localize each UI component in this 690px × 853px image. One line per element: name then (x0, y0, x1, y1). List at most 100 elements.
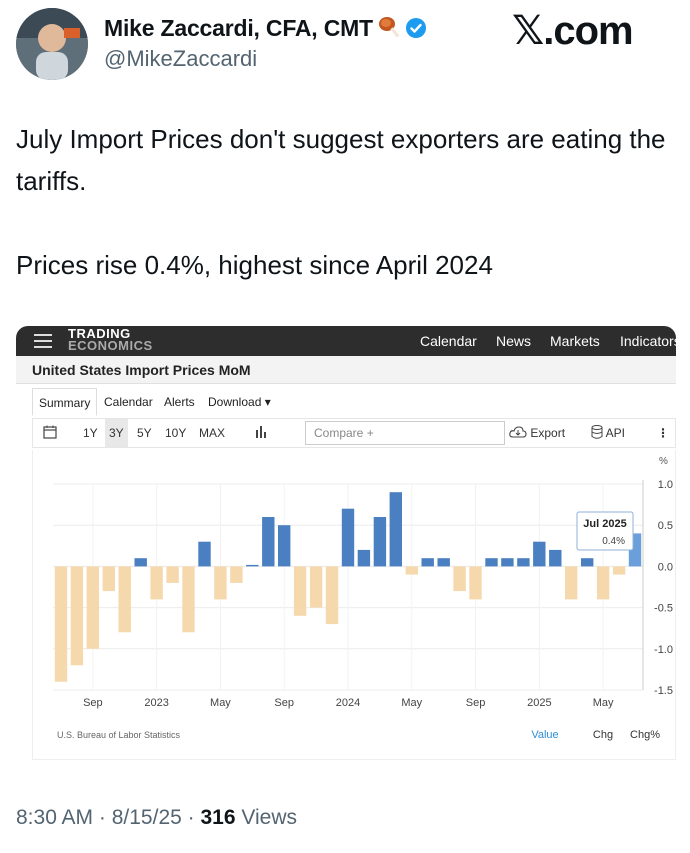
range-3y[interactable]: 3Y (105, 419, 128, 447)
bar (102, 566, 115, 592)
bar (166, 566, 179, 583)
view-toggle-chg[interactable]: Chg (593, 729, 613, 741)
x-tick-label: Sep (83, 697, 103, 709)
view-toggle-value[interactable]: Value (531, 729, 558, 741)
range-max[interactable]: MAX (199, 426, 226, 440)
te-logo-line1: TRADING (68, 326, 131, 341)
bar (357, 549, 371, 567)
bar (309, 566, 323, 608)
range-1y[interactable]: 1Y (83, 426, 98, 440)
bar (134, 558, 147, 567)
tweet-line-2: Prices rise 0.4%, highest since April 20… (16, 250, 493, 280)
bar (182, 566, 195, 633)
cloud-download-icon (509, 426, 527, 438)
tweet-date[interactable]: 8/15/25 (111, 806, 182, 829)
bar (517, 558, 530, 567)
tab-download[interactable]: Download ▾ (202, 388, 277, 416)
tooltip-value: 0.4% (602, 536, 625, 547)
range-5y[interactable]: 5Y (137, 426, 152, 440)
avatar[interactable] (16, 8, 88, 80)
tab-calendar[interactable]: Calendar (104, 395, 153, 409)
y-tick-label: 1.0 (658, 479, 673, 491)
bar (198, 541, 211, 567)
y-tick-label: -1.0 (654, 644, 673, 656)
tweet-text: July Import Prices don't suggest exporte… (16, 118, 666, 286)
bar (581, 558, 594, 567)
tweet-time[interactable]: 8:30 AM (16, 806, 94, 829)
menu-calendar[interactable]: Calendar (420, 333, 477, 349)
bar (501, 558, 514, 567)
bar (565, 566, 578, 600)
menu-news[interactable]: News (496, 333, 532, 349)
menu-markets[interactable]: Markets (550, 333, 600, 349)
x-tick-label: May (210, 697, 231, 709)
author-name-text: Mike Zaccardi, CFA, CMT (104, 15, 373, 41)
author-handle[interactable]: @MikeZaccardi (104, 46, 258, 71)
bar (437, 558, 450, 567)
y-tick-label: -0.5 (654, 603, 673, 615)
bar (373, 517, 387, 567)
chart-toolbar: 1Y 3Y 5Y 10Y MAX Compare + Export API ⋮ (32, 418, 676, 448)
api-button[interactable]: API (591, 419, 625, 447)
compare-input[interactable]: Compare + (305, 421, 505, 445)
api-label: API (605, 426, 626, 440)
menu-indicators[interactable]: Indicators (620, 333, 676, 349)
tweet-header: Mike Zaccardi, CFA, CMT @MikeZaccardi 𝕏.… (0, 0, 690, 90)
export-label: Export (530, 426, 566, 440)
bar (54, 566, 68, 682)
bar (86, 566, 99, 649)
bar (405, 566, 418, 575)
te-logo-line2: ECONOMICS (68, 338, 153, 353)
tab-download-label: Download (208, 395, 262, 409)
x-tick-label: Sep (274, 697, 294, 709)
chart-area: % 1.0 0.5 0.0 -0.5 -1.0 -1.5 Sep 2023 May Sep 2024 M… (32, 450, 676, 760)
range-10y[interactable]: 10Y (165, 426, 187, 440)
te-logo[interactable]: TRADING ECONOMICS (68, 326, 153, 353)
te-navbar: TRADING ECONOMICS Calendar News Markets … (16, 326, 676, 356)
more-options-icon[interactable]: ⋮ (657, 426, 669, 440)
database-icon (591, 425, 603, 439)
x-logo: 𝕏.com (512, 9, 634, 53)
meat-icon (377, 14, 401, 44)
tab-summary[interactable]: Summary (32, 388, 98, 416)
bar-chart: % 1.0 0.5 0.0 -0.5 -1.0 -1.5 Sep 2023 May Sep 2024 M… (53, 456, 673, 741)
bar (118, 566, 131, 633)
y-tick-label: 0.0 (658, 561, 673, 573)
x-tick-label: Sep (466, 697, 486, 709)
x-tick-label: May (401, 697, 422, 709)
author-name[interactable]: Mike Zaccardi, CFA, CMT (104, 14, 427, 45)
bar (389, 492, 402, 567)
bar (469, 566, 482, 600)
bar (230, 566, 243, 583)
te-title-bar: United States Import Prices MoM (16, 356, 676, 384)
views-label: Views (241, 806, 298, 829)
bar (246, 564, 259, 567)
bar (325, 566, 339, 625)
bar (278, 525, 291, 567)
hamburger-menu-icon[interactable] (34, 334, 52, 348)
x-tick-label: 2023 (144, 697, 168, 709)
verified-badge-icon (405, 17, 427, 45)
chart-image[interactable]: TRADING ECONOMICS Calendar News Markets … (16, 326, 676, 762)
view-toggle-chgpct[interactable]: Chg% (630, 729, 660, 741)
bar (293, 566, 307, 616)
unit-label: % (659, 456, 668, 467)
bar-chart-icon[interactable] (255, 419, 267, 447)
tooltip-label: Jul 2025 (583, 518, 626, 530)
x-tick-label: 2025 (527, 697, 551, 709)
bar (421, 558, 434, 567)
y-tick-label: 0.5 (658, 520, 673, 532)
bar (262, 517, 275, 567)
bar (596, 566, 610, 600)
bar (533, 541, 546, 567)
page-title: United States Import Prices MoM (32, 362, 251, 378)
views-count: 316 (200, 806, 236, 829)
export-button[interactable]: Export (509, 419, 565, 447)
bar (70, 566, 84, 666)
calendar-icon[interactable] (43, 419, 57, 447)
bar (214, 566, 227, 600)
bar (549, 549, 562, 567)
tab-alerts[interactable]: Alerts (164, 395, 195, 409)
source-label: U.S. Bureau of Labor Statistics (57, 730, 181, 740)
bar (485, 558, 498, 567)
